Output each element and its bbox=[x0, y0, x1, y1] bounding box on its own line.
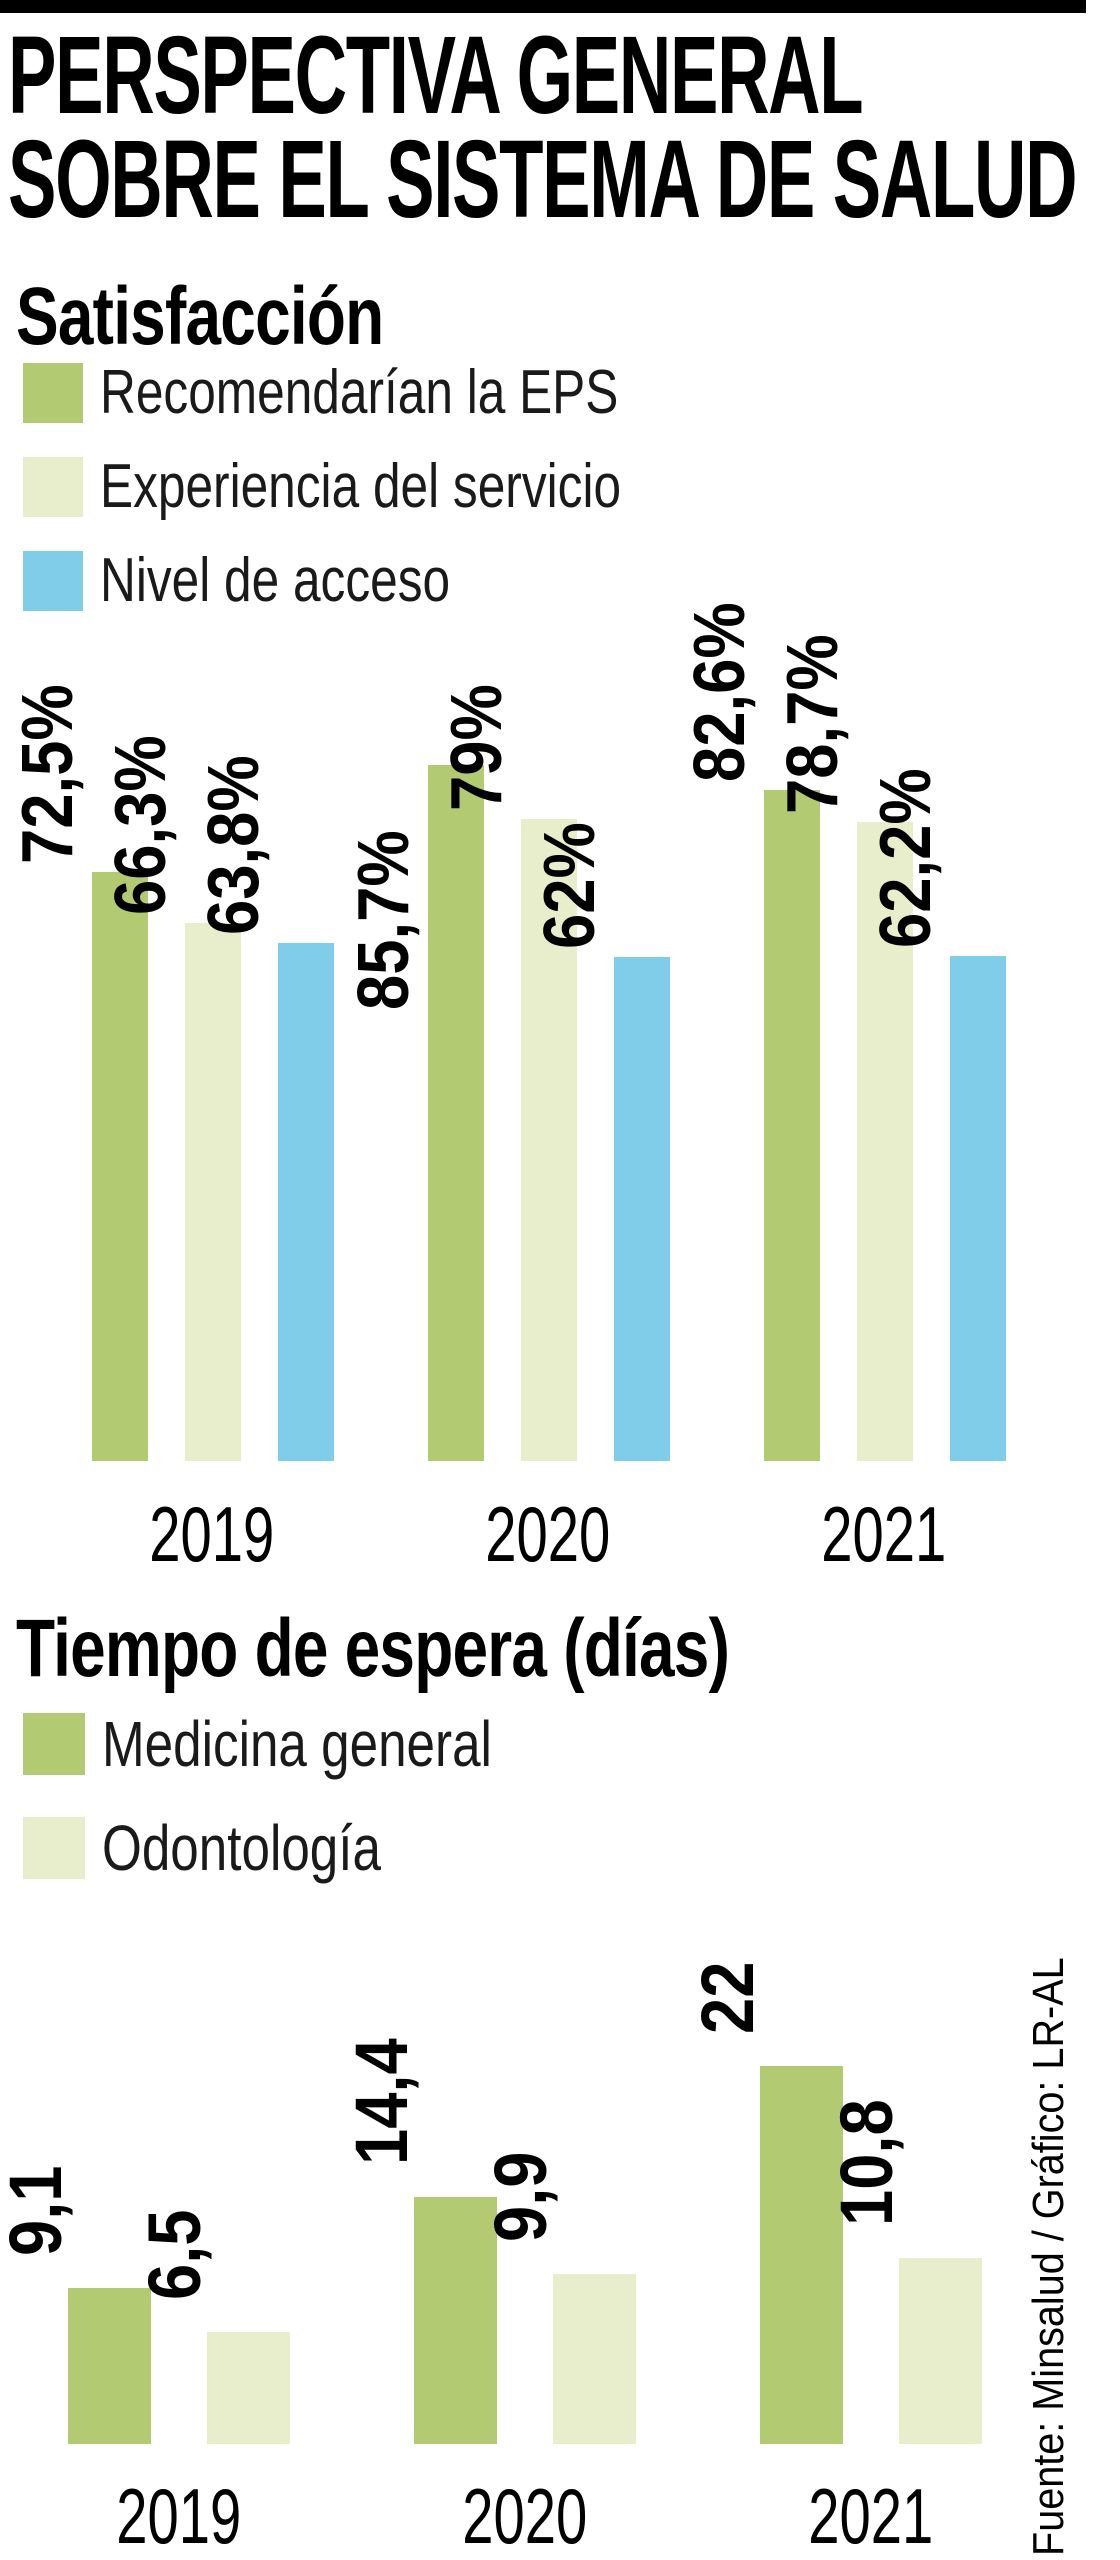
bar bbox=[950, 956, 1006, 1461]
axis-year-label: 2020 bbox=[415, 2477, 635, 2555]
bar-value-label: 82,6% bbox=[680, 602, 760, 782]
bar bbox=[760, 2066, 843, 2444]
chart2-plot-area: 9,1 14,4 22 6,5 9,9 10,8 2019 2020 2021 bbox=[0, 1960, 1120, 2555]
bar-value-label: 6,5 bbox=[132, 2209, 216, 2300]
bar-value-label: 78,7% bbox=[773, 634, 853, 814]
bar bbox=[278, 943, 334, 1461]
chart2-title: Tiempo de espera (días) bbox=[16, 1603, 730, 1694]
bar bbox=[207, 2332, 290, 2444]
bar-value-label: 62% bbox=[530, 822, 610, 949]
legend-label: Odontología bbox=[102, 1816, 451, 1880]
page-title-line2: SOBRE EL SISTEMA DE SALUD bbox=[8, 118, 1078, 241]
bar-value-label: 79% bbox=[437, 684, 517, 811]
axis-year-label-text: 2019 bbox=[149, 1490, 275, 1578]
legend-item: Medicina general bbox=[23, 1712, 589, 1776]
bar bbox=[899, 2258, 982, 2444]
legend-label-text: Recomendarían la EPS bbox=[100, 358, 619, 427]
bar bbox=[414, 2197, 497, 2444]
legend-label-text: Medicina general bbox=[102, 1708, 492, 1780]
legend-swatch bbox=[23, 551, 83, 611]
bar bbox=[553, 2274, 636, 2444]
bar-value-label: 9,9 bbox=[478, 2151, 562, 2242]
legend-item: Experiencia del servicio bbox=[23, 456, 751, 518]
bar-value-label: 63,8% bbox=[194, 755, 274, 935]
bar bbox=[857, 822, 913, 1461]
chart1-plot-area: 72,5% 85,7% 82,6% 66,3% 79% 78,7% 63,8% 62% 62,2… bbox=[0, 602, 1120, 1573]
axis-year-label: 2021 bbox=[761, 2477, 981, 2555]
axis-year-label: 2019 bbox=[102, 1495, 322, 1573]
legend-item: Odontología bbox=[23, 1816, 451, 1880]
page-title: PERSPECTIVA GENERAL SOBRE EL SISTEMA DE … bbox=[8, 14, 1120, 241]
bar bbox=[185, 923, 241, 1461]
legend-item: Recomendarían la EPS bbox=[23, 362, 748, 424]
legend-item: Nivel de acceso bbox=[23, 550, 538, 612]
axis-year-label: 2019 bbox=[69, 2477, 289, 2555]
legend-label: Recomendarían la EPS bbox=[100, 362, 748, 424]
bar-value-label: 10,8 bbox=[824, 2099, 908, 2226]
axis-year-label: 2020 bbox=[438, 1495, 658, 1573]
bar bbox=[428, 765, 484, 1461]
bar bbox=[764, 790, 820, 1461]
legend-label-text: Odontología bbox=[102, 1812, 381, 1884]
bar-value-label: 85,7% bbox=[344, 830, 424, 1010]
legend-label: Nivel de acceso bbox=[100, 550, 538, 612]
legend-swatch bbox=[23, 1817, 85, 1879]
page-title-line1: PERSPECTIVA GENERAL bbox=[8, 14, 864, 137]
bar bbox=[92, 872, 148, 1461]
bar-value-label: 62,2% bbox=[866, 768, 946, 948]
axis-year-label-text: 2021 bbox=[821, 1490, 947, 1578]
chart1-title: Satisfacción bbox=[16, 271, 384, 362]
legend-swatch bbox=[23, 363, 83, 423]
legend-swatch bbox=[23, 457, 83, 517]
legend-label-text: Nivel de acceso bbox=[100, 546, 451, 615]
bar bbox=[614, 957, 670, 1461]
axis-year-label-text: 2020 bbox=[462, 2472, 588, 2560]
bar-value-label: 66,3% bbox=[101, 735, 181, 915]
bar-value-label: 9,1 bbox=[0, 2165, 77, 2256]
axis-year-label-text: 2021 bbox=[808, 2472, 934, 2560]
top-accent-bar bbox=[0, 0, 1086, 13]
legend-label: Experiencia del servicio bbox=[100, 456, 751, 518]
legend-label: Medicina general bbox=[102, 1712, 589, 1776]
bar bbox=[521, 819, 577, 1461]
bar bbox=[68, 2288, 151, 2444]
axis-year-label: 2021 bbox=[774, 1495, 994, 1573]
bar-value-label: 72,5% bbox=[8, 684, 88, 864]
bar-value-label: 14,4 bbox=[339, 2038, 423, 2165]
axis-year-label-text: 2019 bbox=[116, 2472, 242, 2560]
axis-year-label-text: 2020 bbox=[485, 1490, 611, 1578]
legend-swatch bbox=[23, 1713, 85, 1775]
legend-label-text: Experiencia del servicio bbox=[100, 452, 622, 521]
source-credit: Fuente: Minsalud / Gráfico: LR-AL bbox=[1024, 1957, 1073, 2556]
bar-value-label: 22 bbox=[685, 1961, 769, 2034]
